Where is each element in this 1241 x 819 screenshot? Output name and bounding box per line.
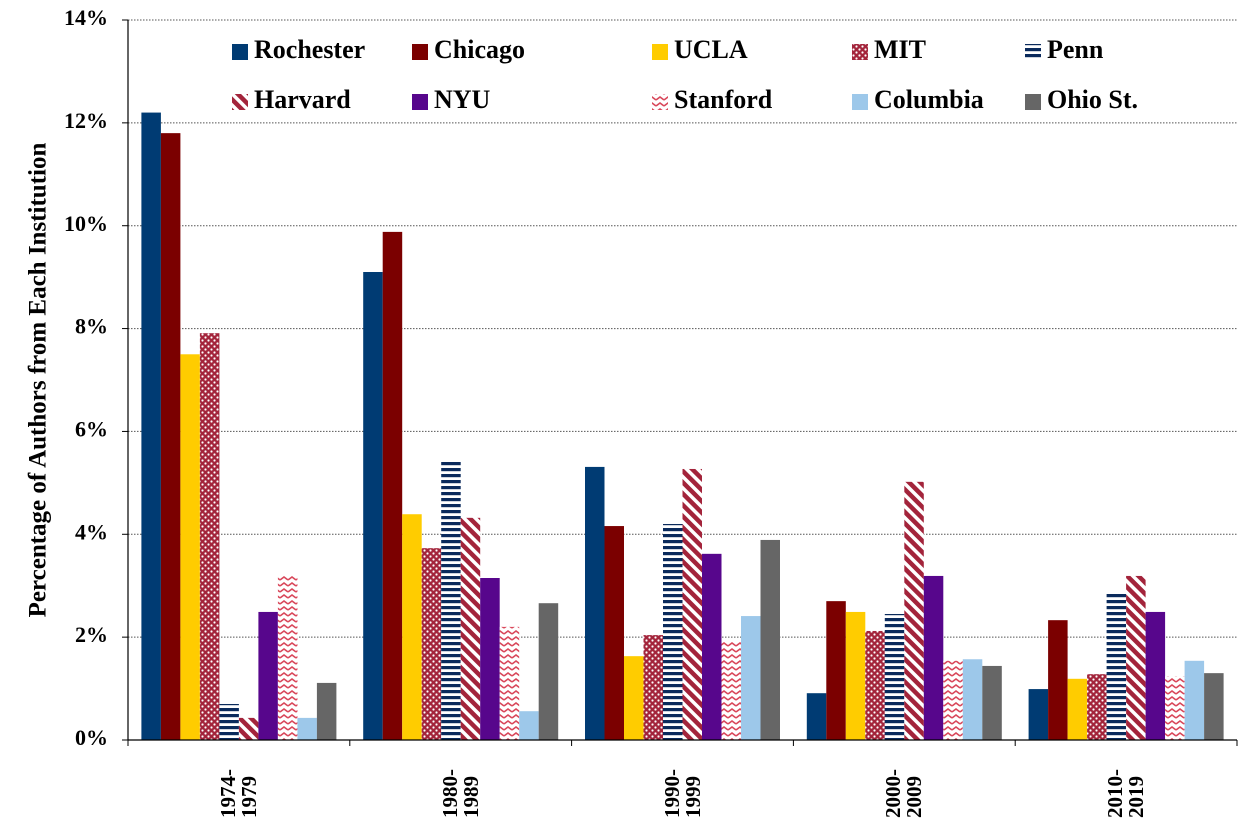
bar (585, 466, 605, 740)
bar (884, 614, 905, 740)
bar (663, 524, 683, 740)
legend-swatch (412, 94, 428, 110)
bar (316, 682, 337, 740)
bar (421, 548, 442, 740)
bar (199, 333, 220, 740)
bar (1048, 620, 1068, 740)
bar (402, 514, 422, 740)
bar (1165, 676, 1185, 740)
legend-label: Stanford (674, 85, 773, 114)
bar (499, 626, 520, 740)
x-tick-label: 2000- 2009 (881, 769, 927, 818)
y-tick-label: 10% (64, 211, 108, 236)
bar (141, 112, 161, 741)
legend-swatch (852, 94, 868, 110)
y-tick-label: 14% (64, 5, 108, 30)
bar (277, 575, 298, 740)
bar (1106, 592, 1127, 740)
legend-label: NYU (434, 85, 491, 114)
y-tick-label: 0% (75, 725, 108, 750)
y-tick-label: 4% (75, 519, 108, 544)
bar (845, 611, 866, 740)
bar (180, 354, 200, 740)
x-tick-label: 2010- 2019 (1103, 769, 1149, 818)
legend-label: MIT (874, 35, 926, 64)
bar (160, 133, 181, 741)
legend-label: UCLA (674, 35, 748, 64)
bar (441, 460, 461, 740)
bar (1184, 660, 1205, 740)
legend-label: Ohio St. (1047, 85, 1138, 114)
bar (982, 665, 1002, 740)
bar (363, 272, 383, 740)
legend-swatch (1025, 44, 1041, 60)
bar (624, 656, 644, 740)
bar (604, 526, 624, 740)
bar (826, 601, 846, 740)
bar (1145, 611, 1166, 740)
y-tick-label: 6% (75, 416, 108, 441)
legend-label: Harvard (254, 85, 351, 114)
legend-label: Penn (1047, 35, 1104, 64)
legend-swatch (1025, 94, 1041, 110)
bar (1067, 678, 1088, 740)
legend-swatch (652, 94, 668, 110)
y-axis-title: Percentage of Authors from Each Institut… (25, 143, 52, 618)
bar (460, 517, 481, 740)
bar (806, 693, 827, 740)
bar (297, 717, 317, 740)
bar (258, 611, 278, 740)
bar (519, 711, 539, 740)
bar (1087, 674, 1107, 740)
bar (1204, 673, 1224, 740)
bar (682, 468, 702, 740)
bar (760, 539, 780, 740)
legend-swatch (412, 44, 428, 60)
y-tick-label: 8% (75, 314, 108, 339)
bar (865, 630, 885, 740)
bar (538, 603, 559, 740)
bar (943, 660, 963, 740)
x-tick-label: 1980- 1989 (437, 769, 483, 818)
bar (382, 231, 403, 740)
bar (480, 578, 500, 740)
bar (1028, 689, 1049, 740)
bar (219, 704, 239, 740)
legend-label: Columbia (874, 85, 984, 114)
x-tick-label: 1990- 1999 (659, 769, 705, 818)
legend-label: Chicago (434, 35, 525, 64)
bar (741, 616, 761, 740)
legend-swatch (852, 44, 868, 60)
bar (962, 659, 983, 740)
bar (721, 641, 741, 740)
bar (904, 481, 924, 740)
y-tick-label: 2% (75, 622, 108, 647)
y-tick-label: 12% (64, 108, 108, 133)
legend-swatch (232, 44, 248, 60)
bar (238, 717, 259, 740)
x-tick-label: 1974- 1979 (215, 769, 261, 818)
bar (923, 575, 944, 740)
bar (1126, 575, 1146, 740)
bar (643, 635, 663, 740)
legend-label: Rochester (254, 35, 365, 64)
legend-swatch (232, 94, 248, 110)
legend-swatch (652, 44, 668, 60)
bar (702, 553, 722, 740)
